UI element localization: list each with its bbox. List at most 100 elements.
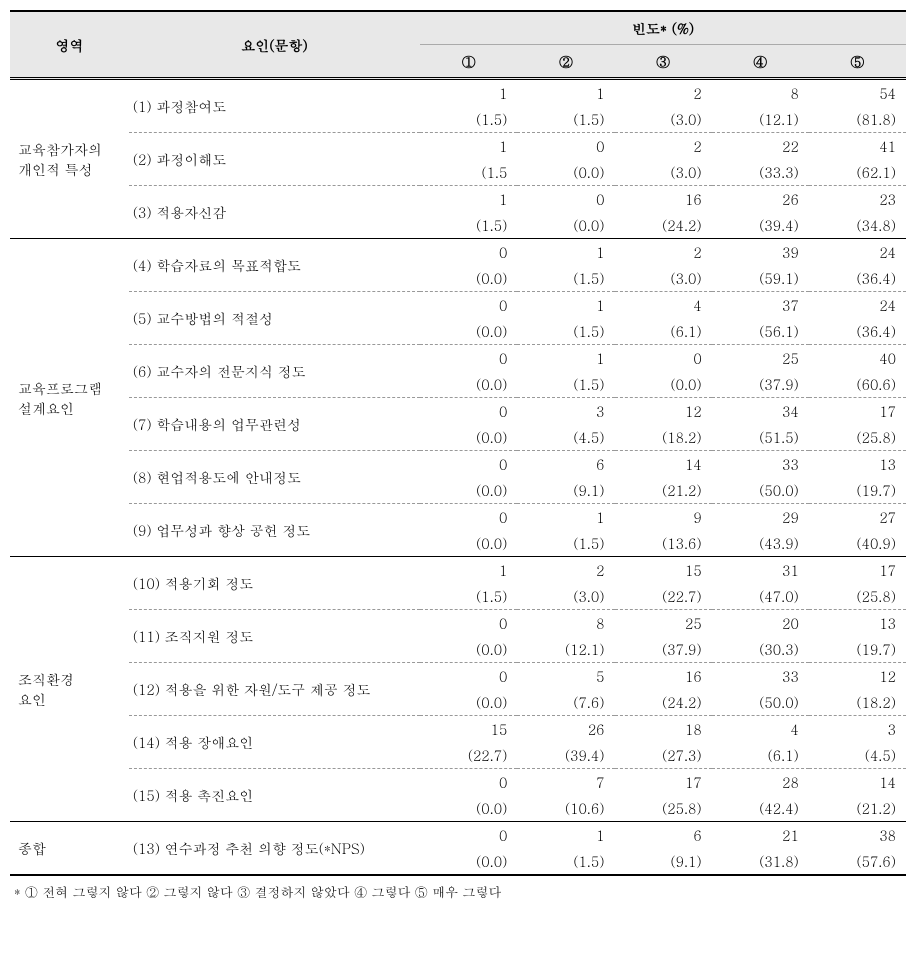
pct-cell: (9.1): [615, 848, 712, 875]
count-cell: 0: [420, 239, 517, 266]
pct-cell: (31.8): [712, 848, 809, 875]
factor-cell: (14) 적용 장애요인: [129, 716, 420, 769]
count-cell: 13: [809, 610, 906, 637]
pct-cell: (62.1): [809, 159, 906, 186]
factor-cell: (10) 적용기회 정도: [129, 557, 420, 610]
pct-cell: (25.8): [809, 583, 906, 610]
count-cell: 1: [517, 822, 614, 849]
table-row: (3) 적용자신감10162623: [10, 186, 906, 213]
count-cell: 8: [517, 610, 614, 637]
table-row: (14) 적용 장애요인15261843: [10, 716, 906, 743]
pct-cell: (6.1): [615, 318, 712, 345]
pct-cell: (7.6): [517, 689, 614, 716]
pct-cell: (25.8): [615, 795, 712, 822]
header-area: 영역: [10, 11, 129, 79]
pct-cell: (1.5): [517, 106, 614, 133]
count-cell: 0: [420, 822, 517, 849]
pct-cell: (47.0): [712, 583, 809, 610]
count-cell: 1: [420, 186, 517, 213]
factor-cell: (4) 학습자료의 목표적합도: [129, 239, 420, 292]
pct-cell: (42.4): [712, 795, 809, 822]
count-cell: 17: [809, 398, 906, 425]
table-row: (2) 과정이해도1022241: [10, 133, 906, 160]
category-cell: 교육프로그램설계요인: [10, 239, 129, 557]
pct-cell: (37.9): [615, 636, 712, 663]
count-cell: 25: [615, 610, 712, 637]
table-row: (6) 교수자의 전문지식 정도0102540: [10, 345, 906, 372]
pct-cell: (1.5): [517, 371, 614, 398]
footnote: * ① 전혀 그렇지 않다 ② 그렇지 않다 ③ 결정하지 않았다 ④ 그렇다 …: [10, 882, 906, 901]
pct-cell: (0.0): [420, 318, 517, 345]
count-cell: 12: [809, 663, 906, 690]
pct-cell: (36.4): [809, 265, 906, 292]
factor-cell: (3) 적용자신감: [129, 186, 420, 239]
pct-cell: (81.8): [809, 106, 906, 133]
pct-cell: (12.1): [712, 106, 809, 133]
pct-cell: (60.6): [809, 371, 906, 398]
count-cell: 4: [712, 716, 809, 743]
pct-cell: (51.5): [712, 424, 809, 451]
pct-cell: (36.4): [809, 318, 906, 345]
pct-cell: (21.2): [809, 795, 906, 822]
pct-cell: (37.9): [712, 371, 809, 398]
count-cell: 17: [615, 769, 712, 796]
count-cell: 2: [615, 79, 712, 107]
pct-cell: (1.5): [420, 583, 517, 610]
header-col-1: ①: [420, 45, 517, 79]
count-cell: 2: [517, 557, 614, 584]
count-cell: 29: [712, 504, 809, 531]
count-cell: 0: [420, 769, 517, 796]
count-cell: 17: [809, 557, 906, 584]
pct-cell: (0.0): [420, 424, 517, 451]
count-cell: 23: [809, 186, 906, 213]
pct-cell: (0.0): [420, 795, 517, 822]
pct-cell: (0.0): [420, 848, 517, 875]
factor-cell: (5) 교수방법의 적절성: [129, 292, 420, 345]
header-col-5: ⑤: [809, 45, 906, 79]
count-cell: 37: [712, 292, 809, 319]
pct-cell: (27.3): [615, 742, 712, 769]
pct-cell: (0.0): [420, 689, 517, 716]
count-cell: 3: [809, 716, 906, 743]
pct-cell: (1.5: [420, 159, 517, 186]
table-row: (12) 적용을 위한 자원/도구 제공 정도05163312: [10, 663, 906, 690]
pct-cell: (40.9): [809, 530, 906, 557]
count-cell: 2: [615, 239, 712, 266]
count-cell: 54: [809, 79, 906, 107]
count-cell: 4: [615, 292, 712, 319]
table-row: (5) 교수방법의 적절성0143724: [10, 292, 906, 319]
pct-cell: (4.5): [809, 742, 906, 769]
pct-cell: (0.0): [420, 530, 517, 557]
pct-cell: (30.3): [712, 636, 809, 663]
count-cell: 3: [517, 398, 614, 425]
pct-cell: (56.1): [712, 318, 809, 345]
factor-cell: (7) 학습내용의 업무관련성: [129, 398, 420, 451]
pct-cell: (33.3): [712, 159, 809, 186]
count-cell: 1: [517, 292, 614, 319]
count-cell: 2: [615, 133, 712, 160]
count-cell: 1: [517, 504, 614, 531]
count-cell: 0: [615, 345, 712, 372]
pct-cell: (3.0): [615, 106, 712, 133]
count-cell: 28: [712, 769, 809, 796]
category-cell: 종합: [10, 822, 129, 876]
pct-cell: (18.2): [615, 424, 712, 451]
pct-cell: (6.1): [712, 742, 809, 769]
count-cell: 1: [517, 345, 614, 372]
pct-cell: (0.0): [517, 159, 614, 186]
count-cell: 0: [420, 610, 517, 637]
count-cell: 14: [809, 769, 906, 796]
pct-cell: (1.5): [420, 212, 517, 239]
pct-cell: (1.5): [517, 318, 614, 345]
count-cell: 41: [809, 133, 906, 160]
count-cell: 12: [615, 398, 712, 425]
pct-cell: (3.0): [615, 265, 712, 292]
factor-cell: (15) 적용 촉진요인: [129, 769, 420, 822]
count-cell: 14: [615, 451, 712, 478]
count-cell: 0: [420, 663, 517, 690]
pct-cell: (0.0): [615, 371, 712, 398]
count-cell: 24: [809, 292, 906, 319]
table-row: (9) 업무성과 향상 공헌 정도0192927: [10, 504, 906, 531]
pct-cell: (18.2): [809, 689, 906, 716]
pct-cell: (25.8): [809, 424, 906, 451]
